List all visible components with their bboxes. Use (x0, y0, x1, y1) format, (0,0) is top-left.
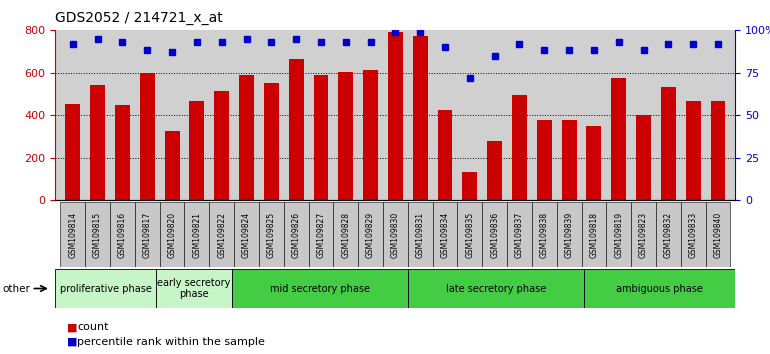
Bar (507, 202, 532, 267)
Bar (65, 104, 80, 200)
Bar (165, 131, 179, 200)
Bar (90, 85, 105, 200)
Text: GSM109822: GSM109822 (217, 212, 226, 257)
Bar (333, 202, 358, 267)
Bar (259, 202, 283, 267)
Bar (656, 202, 681, 267)
Bar (264, 83, 279, 200)
Text: other: other (2, 284, 30, 293)
Bar (358, 202, 383, 267)
Bar (408, 202, 433, 267)
Text: GSM109836: GSM109836 (490, 211, 499, 258)
Bar (463, 172, 477, 200)
Bar (581, 202, 606, 267)
Text: late secretory phase: late secretory phase (446, 284, 546, 293)
Text: GSM109831: GSM109831 (416, 211, 425, 258)
Text: GSM109823: GSM109823 (639, 211, 648, 258)
Bar (338, 72, 353, 200)
Bar (711, 101, 725, 200)
Bar (561, 120, 577, 200)
Text: GSM109839: GSM109839 (564, 211, 574, 258)
Bar (681, 202, 705, 267)
Text: GSM109840: GSM109840 (714, 211, 722, 258)
Bar (85, 202, 110, 267)
Bar (185, 202, 209, 267)
Bar (587, 126, 601, 200)
Bar (584, 269, 735, 308)
Text: GDS2052 / 214721_x_at: GDS2052 / 214721_x_at (55, 11, 223, 25)
Text: percentile rank within the sample: percentile rank within the sample (77, 337, 265, 347)
Text: GSM109830: GSM109830 (391, 211, 400, 258)
Text: GSM109835: GSM109835 (465, 211, 474, 258)
Bar (606, 202, 631, 267)
Bar (636, 115, 651, 200)
Bar (232, 269, 408, 308)
Bar (512, 95, 527, 200)
Text: GSM109815: GSM109815 (93, 211, 102, 258)
Text: GSM109816: GSM109816 (118, 211, 127, 258)
Bar (413, 36, 427, 200)
Bar (437, 110, 453, 200)
Bar (60, 202, 85, 267)
Text: GSM109817: GSM109817 (142, 211, 152, 258)
Bar (487, 141, 502, 200)
Text: ambiguous phase: ambiguous phase (616, 284, 703, 293)
Bar (408, 269, 584, 308)
Bar (289, 59, 303, 200)
Bar (631, 202, 656, 267)
Bar (611, 78, 626, 200)
Bar (433, 202, 457, 267)
Bar (313, 75, 328, 200)
Bar (482, 202, 507, 267)
Bar (239, 75, 254, 200)
Text: ■: ■ (67, 337, 78, 347)
Bar (115, 105, 130, 200)
Bar (457, 202, 482, 267)
Bar (140, 73, 155, 200)
Text: GSM109819: GSM109819 (614, 211, 623, 258)
Text: GSM109827: GSM109827 (316, 211, 326, 258)
Text: GSM109820: GSM109820 (168, 211, 176, 258)
Text: GSM109828: GSM109828 (341, 212, 350, 257)
Bar (388, 32, 403, 200)
Bar (234, 202, 259, 267)
Bar (686, 101, 701, 200)
Text: GSM109821: GSM109821 (192, 212, 202, 257)
Text: GSM109814: GSM109814 (69, 211, 77, 258)
Text: GSM109834: GSM109834 (440, 211, 450, 258)
Text: mid secretory phase: mid secretory phase (270, 284, 370, 293)
Text: GSM109829: GSM109829 (366, 211, 375, 258)
Bar (309, 202, 333, 267)
Text: ■: ■ (67, 322, 78, 332)
Bar (135, 202, 159, 267)
Bar (214, 91, 229, 200)
Bar (110, 202, 135, 267)
Text: GSM109825: GSM109825 (267, 211, 276, 258)
Text: GSM109824: GSM109824 (242, 211, 251, 258)
Bar (283, 202, 309, 267)
Bar (55, 269, 156, 308)
Text: GSM109837: GSM109837 (515, 211, 524, 258)
Text: GSM109838: GSM109838 (540, 211, 549, 258)
Bar (705, 202, 731, 267)
Text: proliferative phase: proliferative phase (60, 284, 152, 293)
Bar (363, 70, 378, 200)
Text: early secretory
phase: early secretory phase (157, 278, 231, 299)
Text: GSM109818: GSM109818 (589, 212, 598, 257)
Bar (537, 120, 552, 200)
Bar (156, 269, 232, 308)
Text: GSM109833: GSM109833 (688, 211, 698, 258)
Text: count: count (77, 322, 109, 332)
Text: GSM109826: GSM109826 (292, 211, 300, 258)
Bar (159, 202, 185, 267)
Bar (383, 202, 408, 267)
Text: GSM109832: GSM109832 (664, 211, 673, 258)
Bar (209, 202, 234, 267)
Bar (557, 202, 581, 267)
Bar (189, 101, 204, 200)
Bar (532, 202, 557, 267)
Bar (661, 87, 676, 200)
